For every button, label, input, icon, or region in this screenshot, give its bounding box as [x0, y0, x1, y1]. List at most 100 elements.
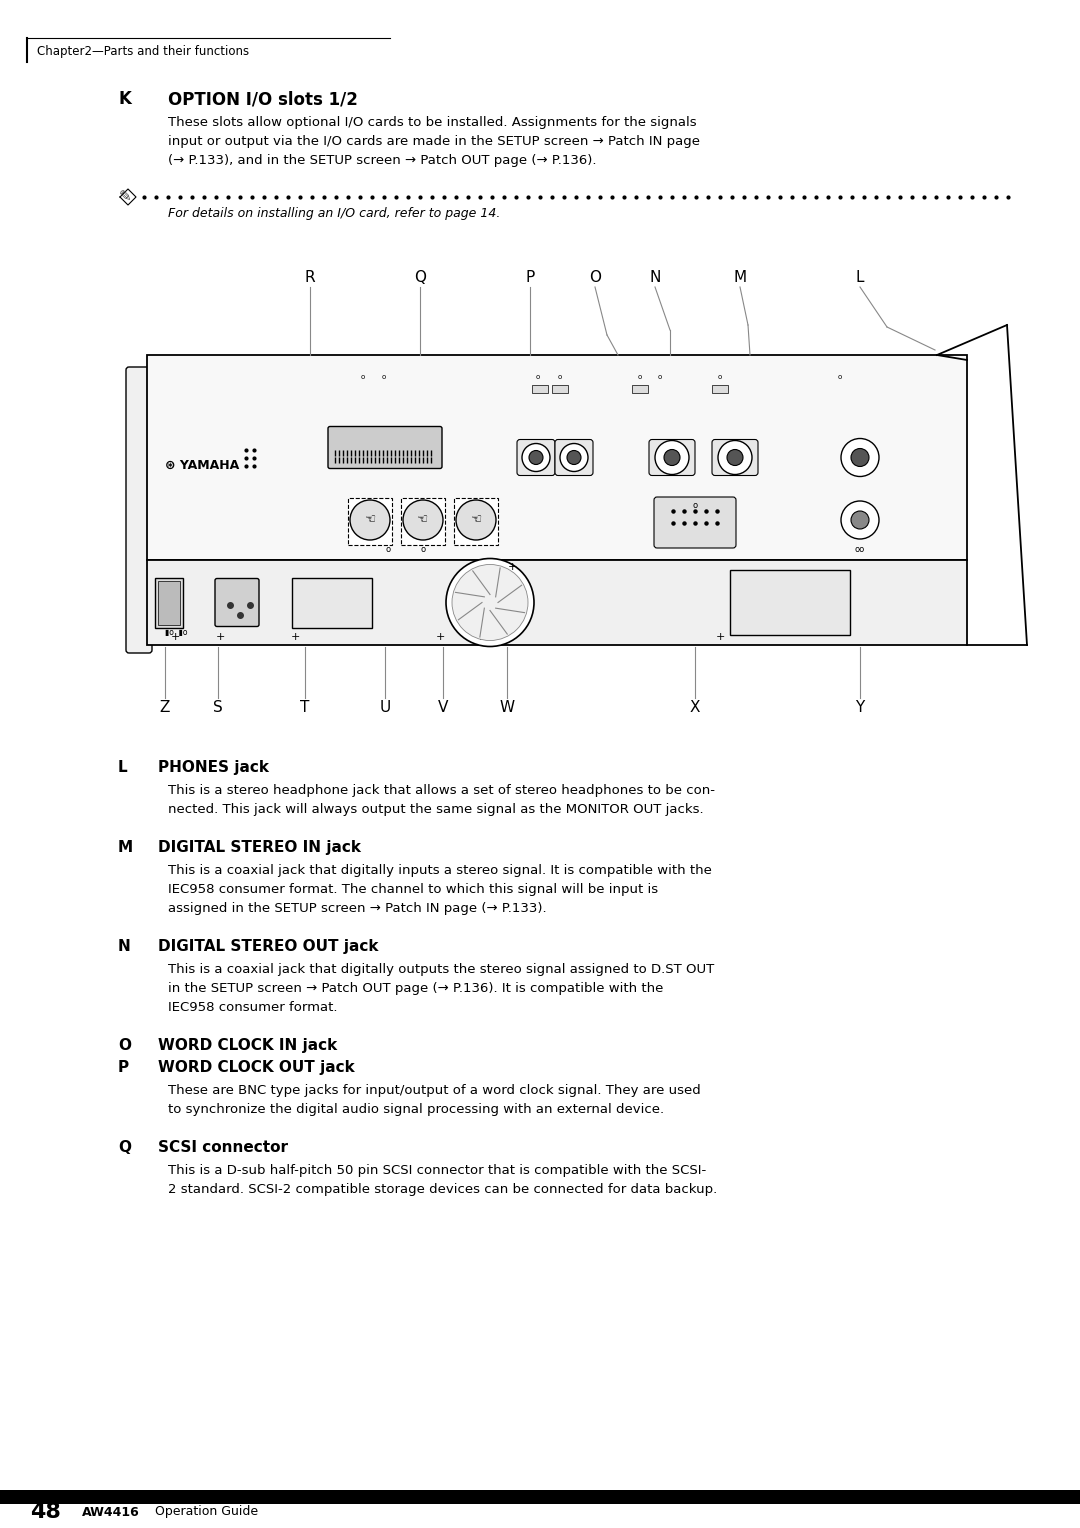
- Text: nected. This jack will always output the same signal as the MONITOR OUT jacks.: nected. This jack will always output the…: [168, 804, 704, 816]
- Bar: [454, 498, 498, 545]
- Text: o: o: [386, 545, 391, 555]
- Text: ⊛ YAMAHA: ⊛ YAMAHA: [165, 458, 240, 472]
- Bar: [156, 578, 183, 628]
- Circle shape: [851, 449, 869, 466]
- Circle shape: [664, 449, 680, 466]
- Circle shape: [446, 559, 534, 646]
- Text: ☜: ☜: [417, 513, 429, 527]
- Text: Y: Y: [855, 700, 865, 715]
- Text: o: o: [838, 374, 842, 380]
- Text: +: +: [508, 561, 516, 571]
- FancyBboxPatch shape: [215, 579, 259, 626]
- Text: +: +: [435, 633, 445, 642]
- FancyBboxPatch shape: [712, 440, 758, 475]
- Text: o: o: [658, 374, 662, 380]
- Text: PHONES jack: PHONES jack: [158, 759, 269, 775]
- Text: DIGITAL STEREO OUT jack: DIGITAL STEREO OUT jack: [158, 940, 378, 953]
- Text: o: o: [692, 501, 698, 510]
- Text: U: U: [379, 700, 391, 715]
- Text: Q: Q: [118, 1140, 131, 1155]
- Text: o: o: [382, 374, 387, 380]
- Polygon shape: [120, 189, 136, 205]
- Text: o: o: [420, 545, 426, 555]
- Bar: [158, 581, 180, 625]
- Bar: [292, 578, 372, 628]
- Circle shape: [403, 500, 443, 539]
- Text: WORD CLOCK IN jack: WORD CLOCK IN jack: [158, 1038, 337, 1053]
- Text: ☜: ☜: [364, 513, 376, 527]
- Bar: [632, 385, 648, 393]
- FancyBboxPatch shape: [126, 367, 152, 652]
- Text: Z: Z: [160, 700, 171, 715]
- Text: IEC958 consumer format.: IEC958 consumer format.: [168, 1001, 337, 1015]
- Text: ☜: ☜: [471, 513, 482, 527]
- Text: ▮o  ▮o: ▮o ▮o: [165, 628, 188, 637]
- Text: This is a stereo headphone jack that allows a set of stereo headphones to be con: This is a stereo headphone jack that all…: [168, 784, 715, 798]
- Text: o: o: [558, 374, 562, 380]
- Text: +: +: [171, 633, 179, 642]
- Bar: [730, 570, 850, 634]
- Text: Q: Q: [414, 270, 426, 286]
- Text: +: +: [475, 633, 485, 642]
- Text: S: S: [213, 700, 222, 715]
- Circle shape: [561, 443, 588, 472]
- Text: to synchronize the digital audio signal processing with an external device.: to synchronize the digital audio signal …: [168, 1103, 664, 1115]
- Circle shape: [718, 440, 752, 475]
- Text: SCSI connector: SCSI connector: [158, 1140, 288, 1155]
- Circle shape: [453, 564, 528, 640]
- Circle shape: [567, 451, 581, 465]
- Text: OPTION I/O slots 1/2: OPTION I/O slots 1/2: [168, 90, 357, 108]
- Text: WORD CLOCK OUT jack: WORD CLOCK OUT jack: [158, 1060, 354, 1076]
- Text: P: P: [118, 1060, 130, 1076]
- Text: o: o: [638, 374, 643, 380]
- Text: For details on installing an I/O card, refer to page 14.: For details on installing an I/O card, r…: [168, 206, 500, 220]
- Text: +: +: [291, 633, 299, 642]
- Text: M: M: [733, 270, 746, 286]
- FancyBboxPatch shape: [328, 426, 442, 469]
- Circle shape: [851, 510, 869, 529]
- Text: V: V: [437, 700, 448, 715]
- Text: +: +: [215, 633, 225, 642]
- Text: (→ P.133), and in the SETUP screen → Patch OUT page (→ P.136).: (→ P.133), and in the SETUP screen → Pat…: [168, 154, 596, 167]
- FancyBboxPatch shape: [517, 440, 555, 475]
- Bar: [532, 385, 548, 393]
- Text: This is a coaxial jack that digitally outputs the stereo signal assigned to D.ST: This is a coaxial jack that digitally ou…: [168, 963, 714, 976]
- Text: o: o: [536, 374, 540, 380]
- Text: K: K: [118, 90, 131, 108]
- FancyBboxPatch shape: [654, 497, 735, 549]
- Bar: [147, 559, 967, 645]
- Text: Operation Guide: Operation Guide: [156, 1505, 258, 1519]
- Text: These are BNC type jacks for input/output of a word clock signal. They are used: These are BNC type jacks for input/outpu…: [168, 1083, 701, 1097]
- Bar: [552, 385, 568, 393]
- Bar: [712, 385, 728, 393]
- Circle shape: [456, 500, 496, 539]
- Bar: [147, 354, 967, 559]
- Text: DIGITAL STEREO IN jack: DIGITAL STEREO IN jack: [158, 840, 361, 856]
- Text: L: L: [118, 759, 127, 775]
- Circle shape: [727, 449, 743, 466]
- Text: in the SETUP screen → Patch OUT page (→ P.136). It is compatible with the: in the SETUP screen → Patch OUT page (→ …: [168, 983, 663, 995]
- Bar: [401, 498, 445, 545]
- Circle shape: [841, 439, 879, 477]
- Text: Chapter2—Parts and their functions: Chapter2—Parts and their functions: [37, 46, 249, 58]
- Circle shape: [841, 501, 879, 539]
- Text: 2 standard. SCSI-2 compatible storage devices can be connected for data backup.: 2 standard. SCSI-2 compatible storage de…: [168, 1183, 717, 1196]
- Text: This is a coaxial jack that digitally inputs a stereo signal. It is compatible w: This is a coaxial jack that digitally in…: [168, 863, 712, 877]
- Bar: [0, 1490, 1080, 1504]
- FancyBboxPatch shape: [649, 440, 696, 475]
- Text: X: X: [690, 700, 700, 715]
- Text: M: M: [118, 840, 133, 856]
- Bar: [348, 498, 392, 545]
- Text: assigned in the SETUP screen → Patch IN page (→ P.133).: assigned in the SETUP screen → Patch IN …: [168, 902, 546, 915]
- Text: +: +: [715, 633, 725, 642]
- Text: o: o: [718, 374, 723, 380]
- Text: ✎: ✎: [119, 189, 132, 205]
- Text: N: N: [118, 940, 131, 953]
- Text: N: N: [649, 270, 661, 286]
- Text: W: W: [499, 700, 514, 715]
- Text: P: P: [525, 270, 535, 286]
- Text: These slots allow optional I/O cards to be installed. Assignments for the signal: These slots allow optional I/O cards to …: [168, 116, 697, 128]
- FancyBboxPatch shape: [555, 440, 593, 475]
- Text: o: o: [361, 374, 365, 380]
- Text: IEC958 consumer format. The channel to which this signal will be input is: IEC958 consumer format. The channel to w…: [168, 883, 658, 895]
